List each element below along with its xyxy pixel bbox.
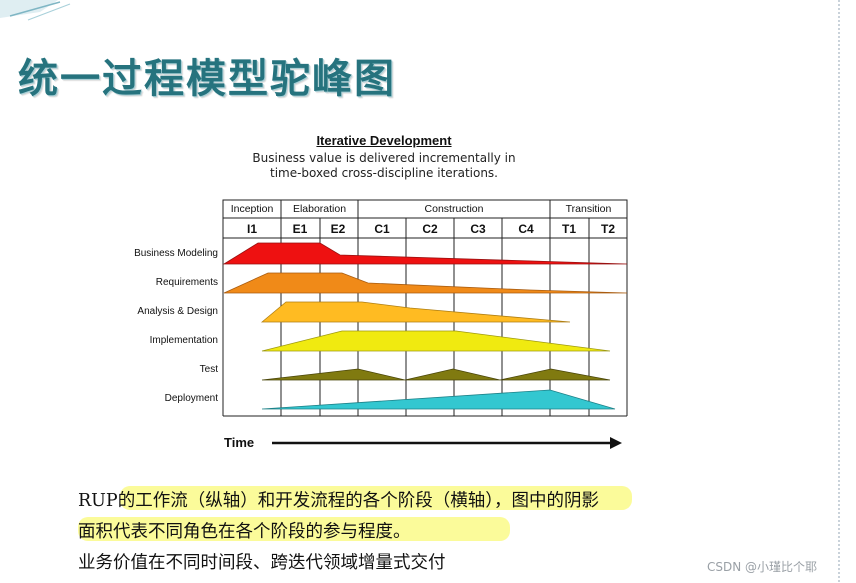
diagram-subtitle-line2: time-boxed cross-discipline iterations. — [269, 166, 498, 180]
iteration-label: I1 — [246, 222, 257, 236]
iteration-label: T1 — [561, 222, 576, 236]
iteration-label: E1 — [292, 222, 308, 236]
hump-deployment — [261, 389, 616, 410]
iteration-label: C1 — [374, 222, 390, 236]
workflow-label-implementation: Implementation — [149, 335, 218, 346]
phase-elaboration: Elaboration — [292, 203, 347, 215]
diagram-subtitle-line1: Business value is delivered incrementall… — [252, 151, 516, 165]
phase-inception: Inception — [230, 203, 274, 215]
iteration-label: C3 — [470, 222, 486, 236]
workflow-label-requirements: Requirements — [155, 277, 218, 288]
hump-business-modeling — [222, 242, 628, 265]
workflow-label-analysis-design: Analysis & Design — [137, 306, 218, 317]
workflow-label-deployment: Deployment — [164, 393, 218, 404]
phase-transition: Transition — [565, 203, 612, 215]
slide-title: 统一过程模型驼峰图 — [18, 55, 396, 102]
rup-hump-chart: Iterative Development Business value is … — [110, 128, 658, 460]
hump-analysis-design — [260, 301, 571, 323]
time-axis-label: Time — [224, 435, 255, 450]
csdn-watermark: CSDN @小瑾比个耶 — [707, 560, 818, 574]
time-arrow-head — [610, 437, 622, 449]
caption-line3: 业务价值在不同时间段、跨迭代领域增量式交付 — [78, 553, 446, 573]
hump-graphic — [222, 199, 628, 449]
iteration-label: E2 — [330, 222, 346, 236]
iteration-label: C4 — [518, 222, 534, 236]
highlight-line2 — [78, 517, 510, 541]
iteration-label: C2 — [422, 222, 438, 236]
right-border-decoration — [838, 0, 840, 583]
caption-line2: 面积代表不同角色在各个阶段的参与程度。 — [78, 522, 411, 542]
corner-decoration — [0, 0, 71, 21]
diagram-title: Iterative Development — [316, 133, 452, 148]
workflow-label-test: Test — [199, 364, 218, 375]
workflow-label-business-modeling: Business Modeling — [134, 248, 218, 259]
caption-line1: RUP的工作流（纵轴）和开发流程的各个阶段（横轴），图中的阴影 — [78, 491, 599, 511]
hump-implementation — [261, 330, 611, 352]
hump-requirements — [223, 272, 628, 294]
highlight-line1 — [120, 486, 632, 510]
phase-construction: Construction — [424, 203, 484, 215]
hump-test — [261, 368, 611, 381]
iteration-label: T2 — [600, 222, 615, 236]
